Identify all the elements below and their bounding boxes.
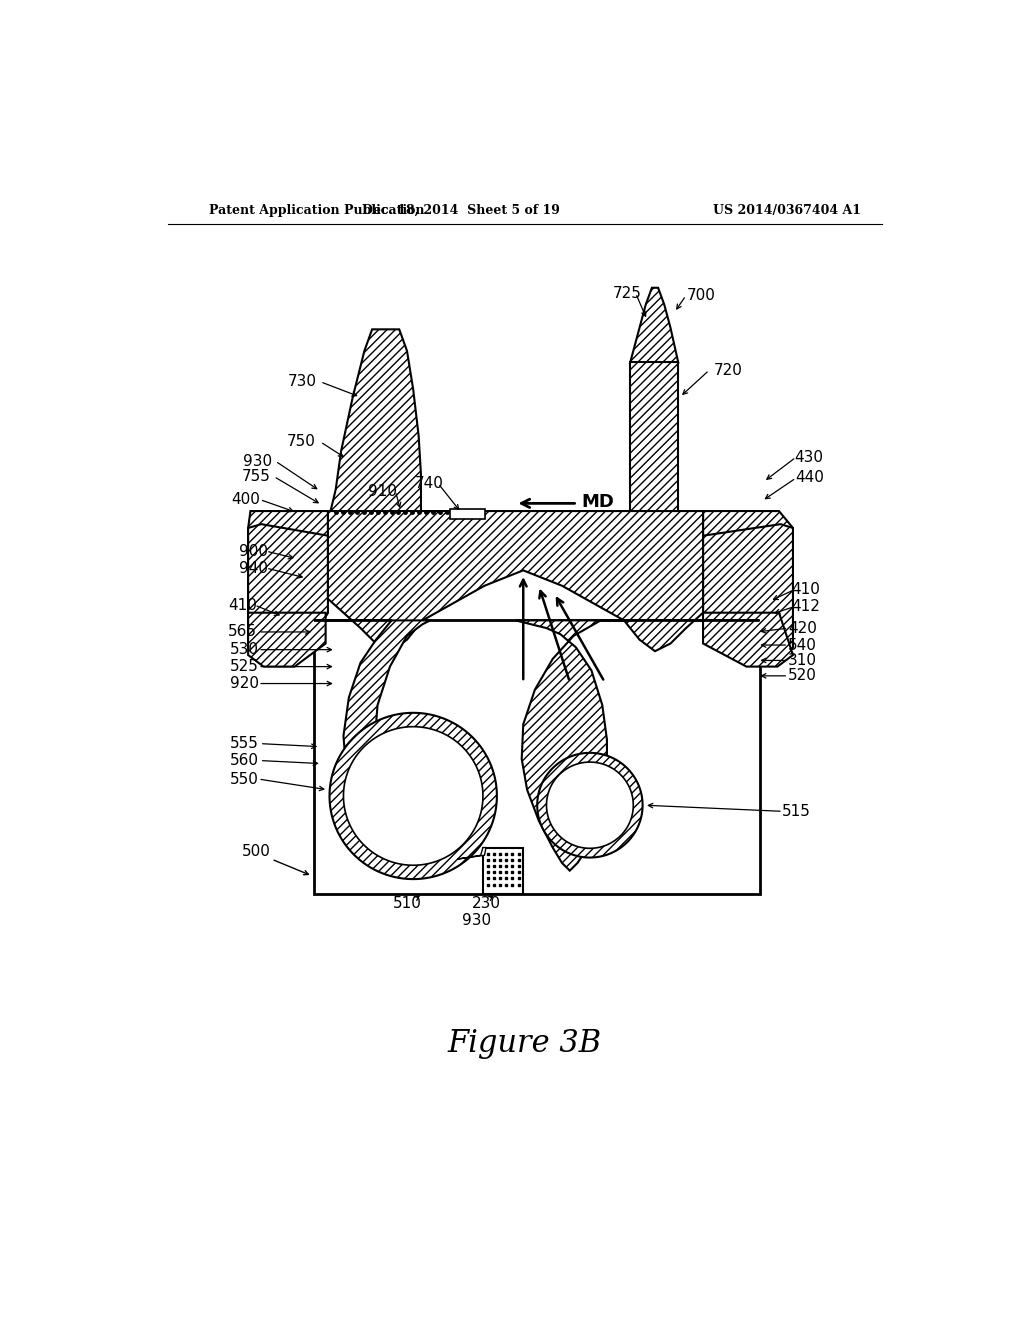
Text: 920: 920 <box>229 676 259 692</box>
Text: 550: 550 <box>229 771 259 787</box>
Text: 530: 530 <box>229 642 259 657</box>
Text: 910: 910 <box>368 483 396 499</box>
Polygon shape <box>515 620 760 871</box>
Text: 560: 560 <box>229 752 259 768</box>
Text: 930: 930 <box>462 913 492 928</box>
Polygon shape <box>458 847 486 859</box>
Text: 230: 230 <box>471 896 501 911</box>
Polygon shape <box>703 524 793 659</box>
Polygon shape <box>314 620 430 867</box>
Text: 430: 430 <box>794 450 823 465</box>
Polygon shape <box>538 752 643 858</box>
Polygon shape <box>343 727 483 865</box>
Text: 750: 750 <box>287 434 316 449</box>
Polygon shape <box>703 511 793 659</box>
Text: 515: 515 <box>781 804 810 818</box>
Polygon shape <box>248 524 328 659</box>
Text: 520: 520 <box>787 668 817 684</box>
Text: 510: 510 <box>392 896 422 911</box>
Text: Dec. 18, 2014  Sheet 5 of 19: Dec. 18, 2014 Sheet 5 of 19 <box>362 205 560 218</box>
Text: 500: 500 <box>242 843 270 859</box>
Polygon shape <box>483 847 523 894</box>
Text: 565: 565 <box>228 624 257 639</box>
Text: 740: 740 <box>415 475 443 491</box>
Polygon shape <box>314 620 760 894</box>
Text: MD: MD <box>582 492 614 511</box>
Text: 725: 725 <box>612 285 642 301</box>
Text: 525: 525 <box>229 659 259 675</box>
Text: 555: 555 <box>229 737 259 751</box>
Text: 900: 900 <box>239 544 268 558</box>
Text: US 2014/0367404 A1: US 2014/0367404 A1 <box>713 205 861 218</box>
Text: 310: 310 <box>787 653 817 668</box>
Polygon shape <box>630 363 678 521</box>
Polygon shape <box>248 511 328 659</box>
Polygon shape <box>630 288 678 363</box>
Polygon shape <box>547 762 633 849</box>
Text: 420: 420 <box>787 620 817 636</box>
Polygon shape <box>328 511 703 651</box>
Text: 410: 410 <box>792 582 820 597</box>
Polygon shape <box>328 330 421 521</box>
Text: 400: 400 <box>231 492 260 507</box>
Text: 930: 930 <box>243 454 272 469</box>
Text: 755: 755 <box>242 469 270 484</box>
Text: 700: 700 <box>687 288 716 304</box>
Text: Figure 3B: Figure 3B <box>447 1028 602 1060</box>
Polygon shape <box>248 612 326 667</box>
Text: 720: 720 <box>714 363 743 378</box>
Text: 540: 540 <box>787 638 817 652</box>
Polygon shape <box>330 713 497 879</box>
Text: 440: 440 <box>796 470 824 486</box>
Polygon shape <box>703 612 793 667</box>
Polygon shape <box>450 508 484 519</box>
Text: Patent Application Publication: Patent Application Publication <box>209 205 425 218</box>
Text: 940: 940 <box>239 561 268 576</box>
Text: 410: 410 <box>228 598 257 612</box>
Text: 730: 730 <box>288 374 316 389</box>
Text: 412: 412 <box>792 599 820 614</box>
